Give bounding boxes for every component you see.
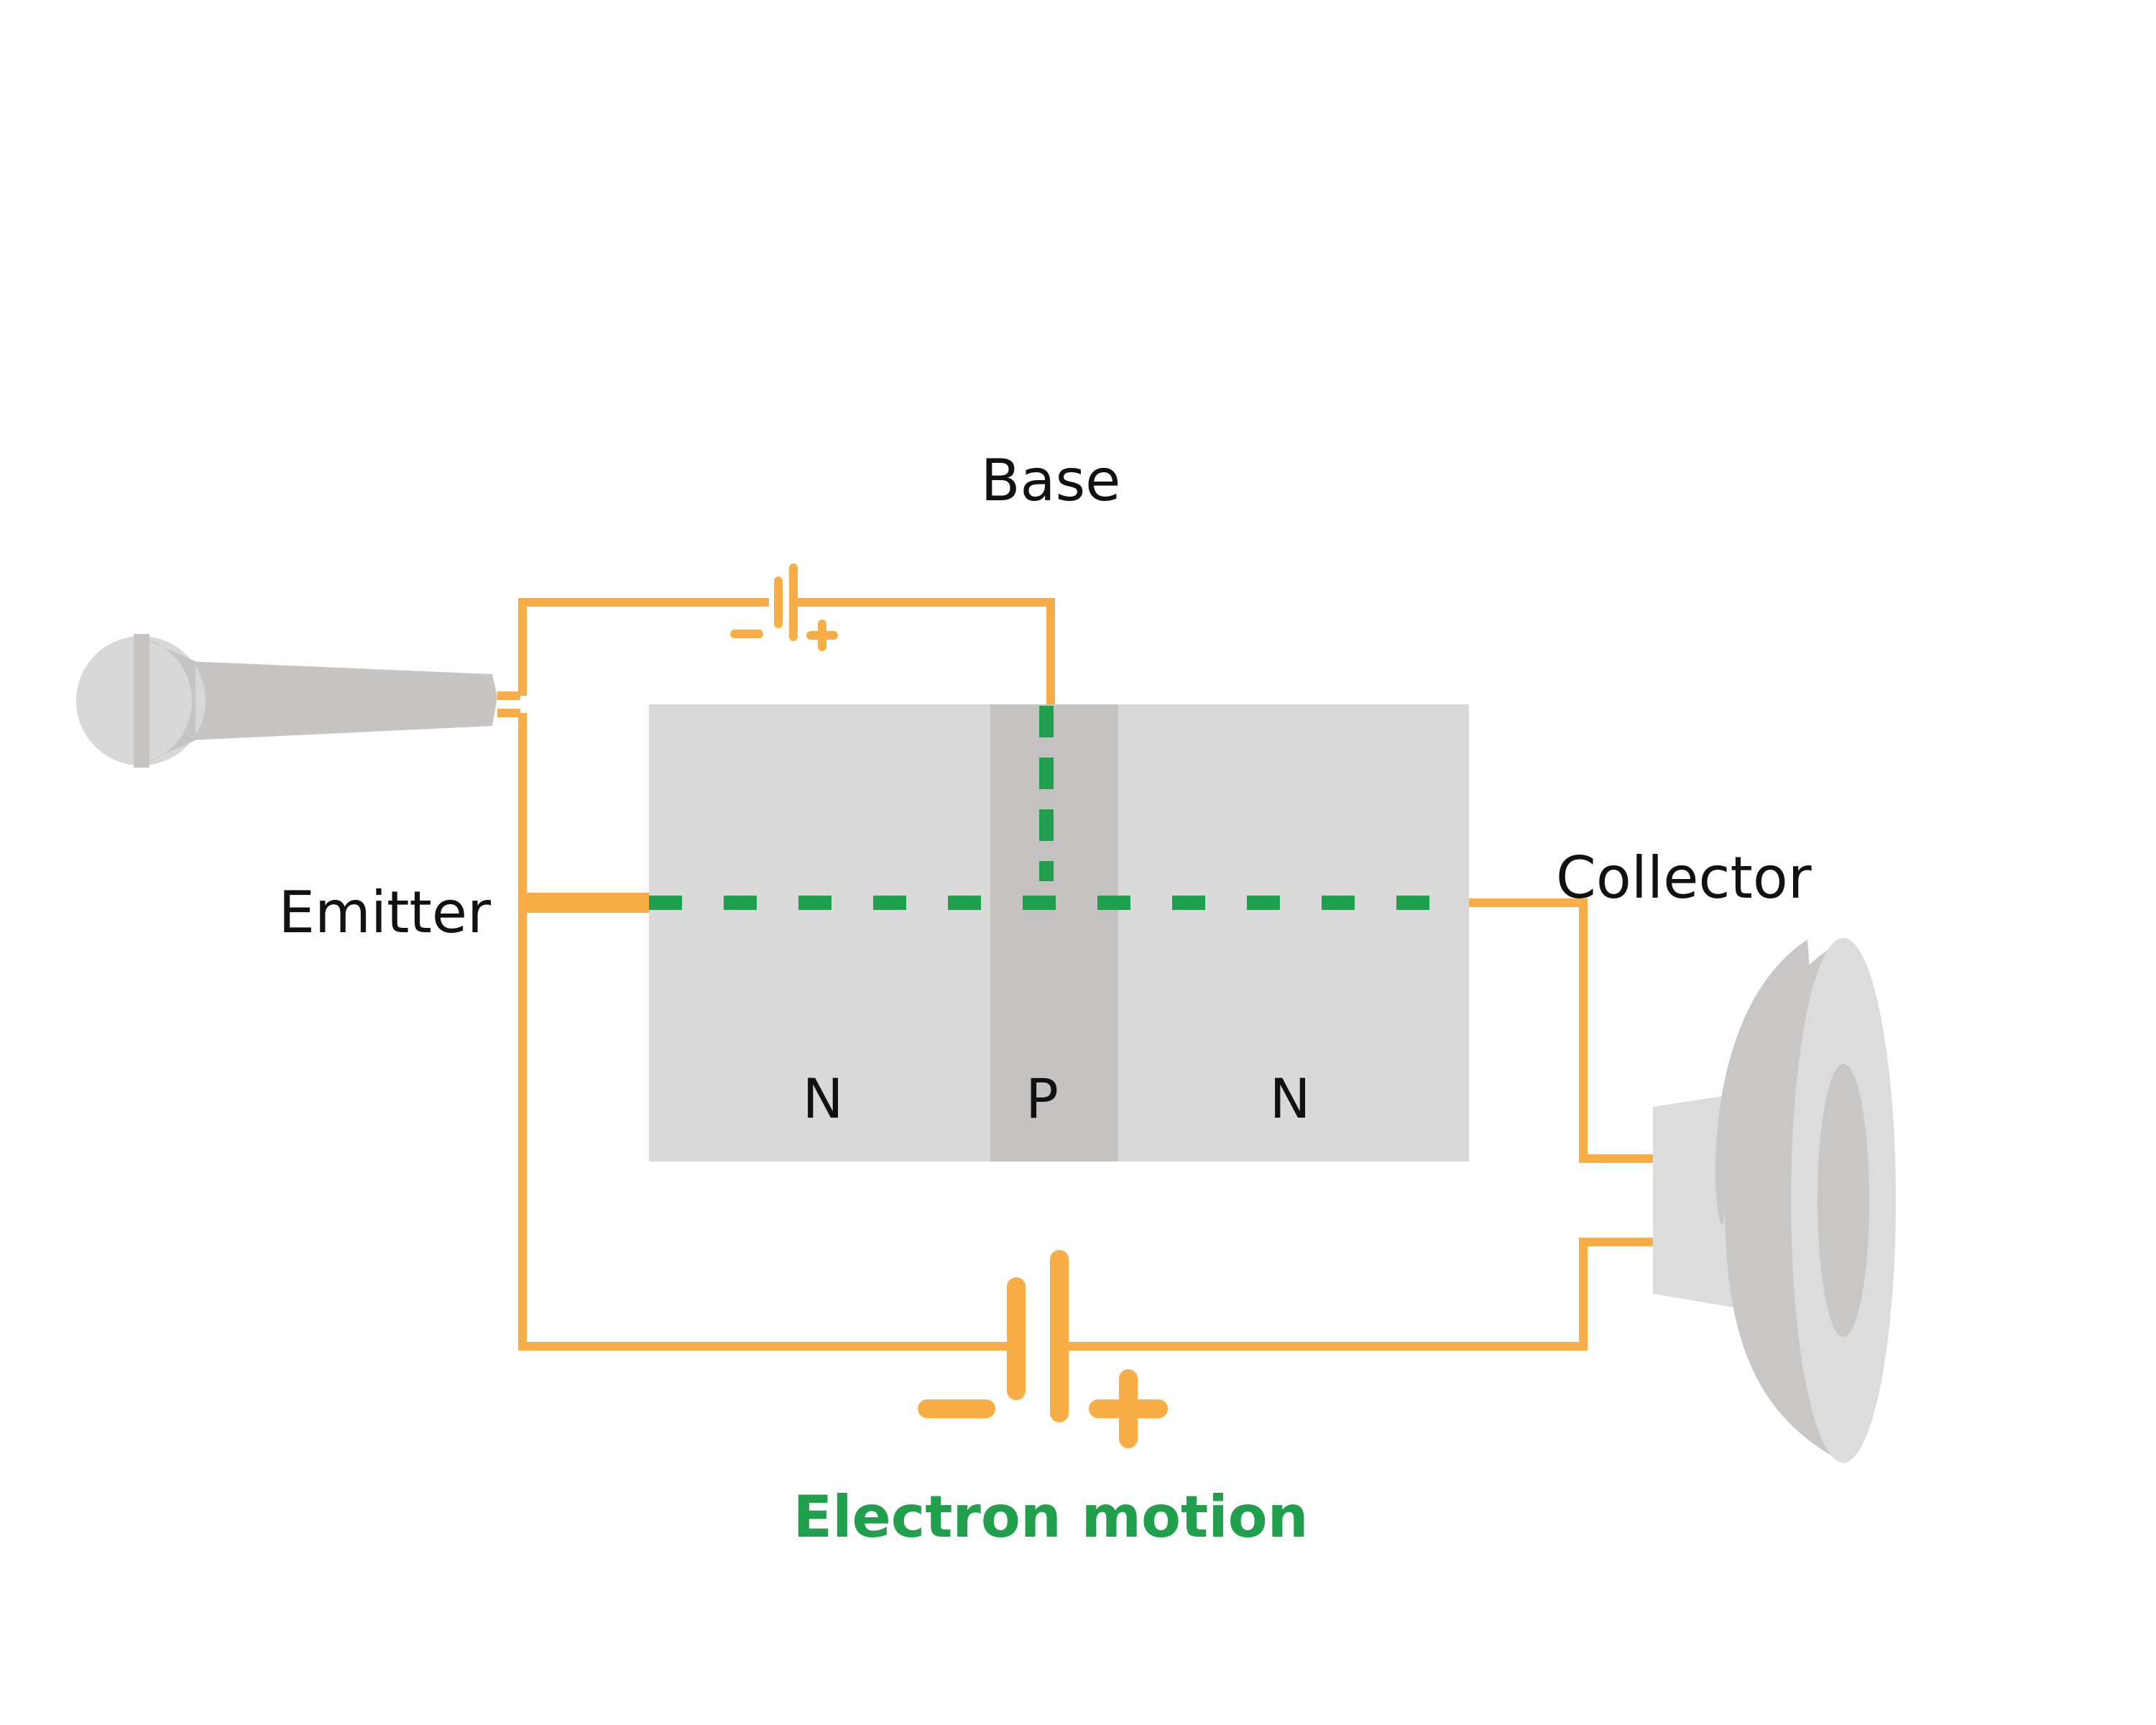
base-battery-icon [730, 564, 838, 651]
collector-label: Collector [1556, 845, 1812, 911]
base-label: Base [981, 447, 1121, 514]
speaker-return-wire [1059, 1238, 1653, 1351]
emitter-label: Emitter [278, 879, 491, 946]
collector-wire [1469, 898, 1653, 1163]
base-wire-left [518, 598, 769, 696]
n-region-collector-label: N [1270, 1067, 1311, 1131]
speaker-icon [1653, 938, 1896, 1463]
emitter-wire [518, 713, 1016, 1351]
semiconductor-block [649, 704, 1469, 1162]
p-region-base-label: P [1026, 1067, 1059, 1131]
electron-motion-label: Electron motion [793, 1484, 1308, 1550]
main-battery-icon [918, 1250, 1168, 1448]
n-region-emitter [649, 704, 990, 1162]
base-wire-right [793, 598, 1055, 704]
microphone-handle [188, 661, 497, 740]
p-region-base [990, 704, 1118, 1162]
speaker-dust-cap [1818, 1064, 1869, 1337]
n-region-emitter-label: N [803, 1067, 844, 1131]
electron-path [649, 706, 1469, 910]
circuit-wires [518, 598, 1653, 1351]
microphone-band [134, 634, 149, 768]
microphone-icon [76, 634, 520, 768]
n-region-collector [1118, 704, 1469, 1162]
